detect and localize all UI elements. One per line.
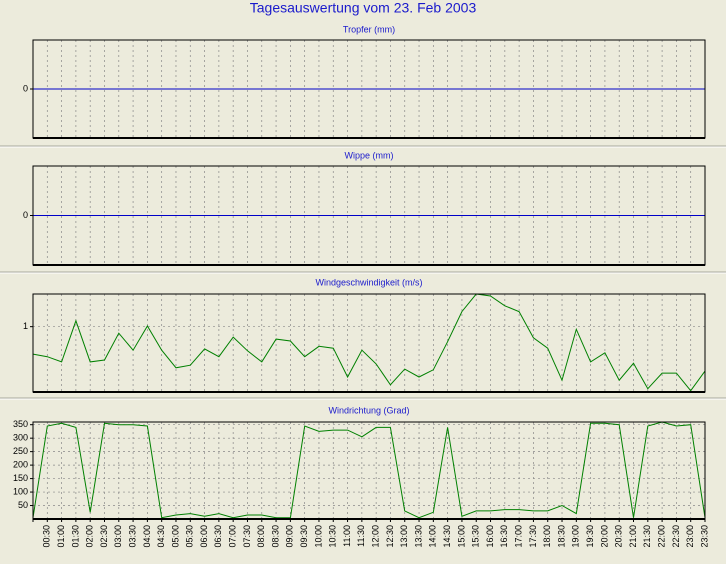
x-tick-label: 14:00 [428,525,438,548]
x-tick-label: 15:00 [456,525,466,548]
x-tick-label: 13:30 [413,525,423,548]
x-tick-label: 02:30 [99,525,109,548]
x-tick-label: 22:00 [656,525,666,548]
x-tick-label: 21:00 [628,525,638,548]
x-tick-label: 09:30 [299,525,309,548]
x-tick-label: 23:30 [699,525,709,548]
x-tick-label: 03:00 [113,525,123,548]
x-tick-label: 18:00 [542,525,552,548]
x-tick-label: 01:30 [70,525,80,548]
x-tick-label: 03:30 [127,525,137,548]
y-tick-label: 50 [18,500,28,510]
x-tick-label: 19:00 [571,525,581,548]
data-line [32,421,706,519]
x-tick-label: 18:30 [556,525,566,548]
x-tick-label: 10:00 [313,525,323,548]
plot-area [33,294,705,392]
x-tick-label: 20:00 [599,525,609,548]
x-tick-label: 15:30 [471,525,481,548]
x-tick-label: 00:30 [42,525,52,548]
x-tick-label: 16:00 [485,525,495,548]
y-tick-label: 100 [13,486,28,496]
y-tick-label: 1 [23,321,28,331]
chart-title: Windgeschwindigkeit (m/s) [315,277,422,287]
x-tick-label: 22:30 [671,525,681,548]
x-tick-label: 05:30 [185,525,195,548]
y-tick-label: 200 [13,459,28,469]
x-tick-label: 01:00 [56,525,66,548]
x-tick-label: 04:30 [156,525,166,548]
x-tick-label: 13:00 [399,525,409,548]
x-tick-label: 17:00 [514,525,524,548]
x-tick-label: 21:30 [642,525,652,548]
x-tick-label: 11:30 [356,525,366,547]
y-tick-label: 350 [13,419,28,429]
x-tick-label: 17:30 [528,525,538,548]
x-tick-label: 02:00 [85,525,95,548]
plot-area [33,422,705,519]
y-tick-label: 250 [13,446,28,456]
data-line [32,293,706,392]
x-tick-label: 10:30 [328,525,338,548]
y-tick-label: 0 [23,83,28,93]
x-tick-label: 16:30 [499,525,509,548]
y-tick-label: 150 [13,473,28,483]
x-tick-label: 09:00 [285,525,295,548]
x-tick-label: 11:00 [342,525,352,547]
x-tick-label: 14:30 [442,525,452,548]
chart-title: Tropfer (mm) [343,24,395,34]
x-tick-label: 19:30 [585,525,595,548]
x-tick-label: 06:00 [199,525,209,548]
chart-title: Wippe (mm) [345,150,394,160]
x-tick-label: 05:00 [170,525,180,548]
x-tick-label: 08:30 [270,525,280,548]
y-tick-label: 300 [13,433,28,443]
y-tick-label: 0 [23,210,28,220]
x-tick-label: 12:00 [371,525,381,548]
x-tick-label: 08:00 [256,525,266,548]
x-tick-label: 20:30 [614,525,624,548]
x-tick-label: 12:30 [385,525,395,548]
x-tick-label: 23:00 [685,525,695,548]
page-title: Tagesauswertung vom 23. Feb 2003 [250,0,477,16]
x-tick-label: 04:00 [142,525,152,548]
chart-title: Windrichtung (Grad) [328,405,409,415]
x-tick-label: 07:30 [242,525,252,548]
x-tick-label: 06:30 [213,525,223,548]
x-tick-label: 07:00 [228,525,238,548]
